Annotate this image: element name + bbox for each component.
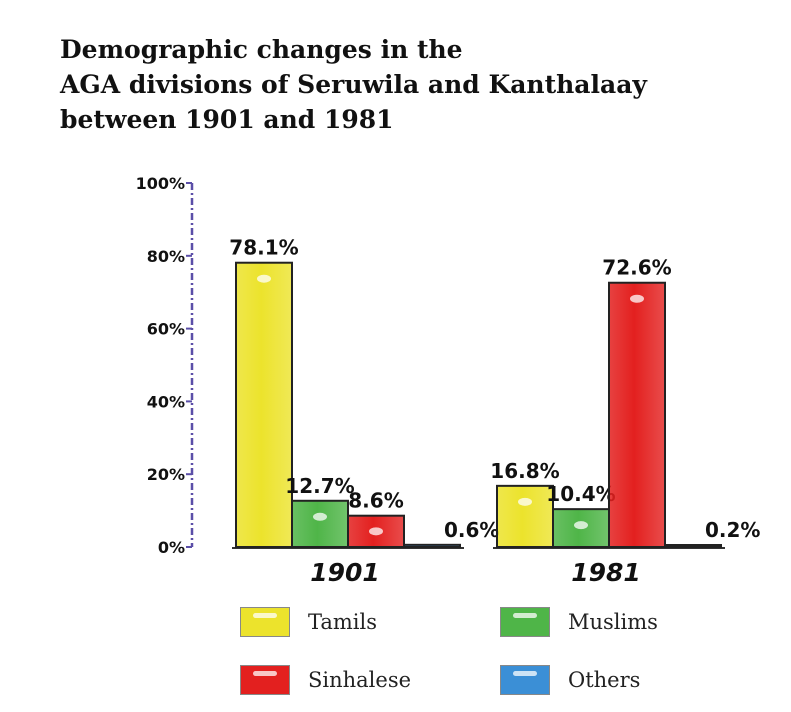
- bar-highlight: [257, 274, 271, 283]
- legend-swatch-tamils: [240, 607, 290, 637]
- data-label-others-1901: 0.6%: [444, 518, 499, 542]
- chart-title-line-1: Demographic changes in the: [60, 35, 463, 64]
- bar-tamils-1901: [235, 261, 293, 548]
- bar-highlight: [518, 497, 532, 506]
- legend-item-sinhalese: Sinhalese: [240, 665, 411, 695]
- legend-swatch-sinhalese: [240, 665, 290, 695]
- bar-highlight: [574, 521, 588, 530]
- chart-title: Demographic changes in the AGA divisions…: [60, 32, 647, 137]
- legend-swatch-muslims: [500, 607, 550, 637]
- legend-swatch-others: [500, 665, 550, 695]
- data-label-muslims-1981: 10.4%: [546, 482, 615, 506]
- bar-chart: 0% 20% 40% 60% 80% 100% 78.1% 12.7%8.6% 0.6% 1901…: [136, 174, 761, 587]
- data-label-tamils-1981: 16.8%: [490, 459, 559, 483]
- legend-label-muslims: Muslims: [568, 610, 658, 634]
- bar-muslims-1901: [291, 499, 349, 549]
- legend-label-tamils: Tamils: [308, 610, 378, 634]
- chart-title-line-2: AGA divisions of Seruwila and Kanthalaay: [60, 70, 647, 99]
- y-tick-label: 20%: [147, 465, 185, 484]
- legend-label-sinhalese: Sinhalese: [308, 668, 412, 692]
- data-label-sinhalese-1901: 8.6%: [348, 489, 403, 513]
- data-label-muslims-1901: 12.7%: [285, 474, 354, 498]
- data-label-others-1981: 0.2%: [705, 518, 760, 542]
- bar-others-1981: [664, 544, 722, 548]
- bar-sinhalese-1981: [608, 281, 666, 548]
- data-label-sinhalese-1981: 72.6%: [602, 256, 671, 280]
- y-tick-label: 80%: [147, 247, 185, 266]
- y-tick-label: 40%: [147, 392, 185, 411]
- bar-tamils-1981: [496, 484, 554, 548]
- legend-item-muslims: Muslims: [500, 607, 658, 637]
- legend-label-others: Others: [568, 668, 641, 692]
- legend-item-others: Others: [500, 665, 640, 695]
- bar-highlight: [630, 294, 644, 303]
- legend-item-tamils: Tamils: [240, 607, 377, 637]
- category-label-1901: 1901: [310, 558, 380, 587]
- data-label-tamils-1901: 78.1%: [229, 236, 298, 260]
- y-tick-label: 60%: [147, 320, 185, 339]
- y-tick-label: 100%: [136, 174, 185, 193]
- bar-highlight: [313, 512, 327, 521]
- bar-highlight: [369, 527, 383, 536]
- category-label-1981: 1981: [571, 558, 641, 587]
- chart-title-line-3: between 1901 and 1981: [60, 105, 394, 134]
- y-tick-label: 0%: [158, 538, 185, 557]
- bar-others-1901: [403, 543, 461, 548]
